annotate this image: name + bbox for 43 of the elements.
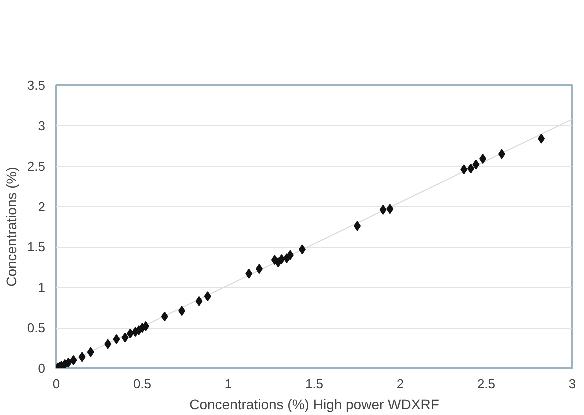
point: [178, 306, 186, 316]
y-tick-label: 1: [38, 280, 46, 296]
point: [204, 292, 212, 302]
x-tick-label: 1.5: [305, 376, 324, 392]
point: [126, 328, 134, 339]
point: [161, 312, 168, 322]
x-tick-label: 3: [568, 376, 576, 392]
y-tick-label: 1.5: [27, 240, 46, 255]
point: [65, 358, 72, 368]
point: [122, 332, 129, 343]
y-tick-label: 0.5: [27, 320, 46, 336]
point: [480, 154, 487, 164]
point: [538, 134, 546, 144]
x-tick-label: 0: [52, 376, 60, 392]
y-tick-label: 2: [38, 199, 46, 214]
point: [460, 164, 468, 175]
point: [246, 268, 253, 279]
x-tick-label: 2: [396, 376, 404, 392]
y-tick-label: 3: [38, 118, 46, 134]
point: [278, 254, 286, 264]
point: [286, 250, 294, 260]
point: [468, 164, 475, 174]
point: [298, 244, 306, 255]
point: [196, 296, 203, 306]
y-axis-title: Concentrations (%): [3, 167, 20, 287]
y-tick-label: 0: [38, 361, 46, 376]
point: [104, 339, 112, 350]
point: [386, 204, 394, 214]
point: [87, 347, 94, 358]
point: [498, 149, 506, 160]
point: [380, 205, 387, 216]
point: [70, 355, 78, 366]
x-tick-label: 2.5: [477, 376, 496, 392]
y-tick-label: 3.5: [27, 78, 46, 93]
point: [142, 321, 150, 332]
point: [78, 352, 86, 362]
point: [472, 160, 480, 170]
point: [256, 264, 263, 274]
x-axis-title: Concentrations (%) High power WDXRF: [190, 396, 440, 412]
y-tick-label: 2.5: [27, 158, 46, 174]
x-tick-label: 0.5: [133, 376, 152, 392]
point: [113, 334, 120, 344]
x-tick-label: 1: [224, 376, 232, 392]
